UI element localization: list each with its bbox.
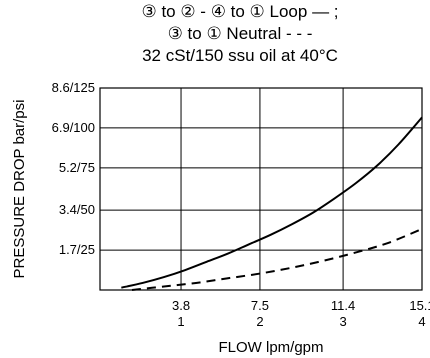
- chart-title-line-3: 32 cSt/150 ssu oil at 40°C: [142, 46, 338, 65]
- x-tick-label-lpm: 7.5: [251, 298, 269, 313]
- y-tick-label: 1.7/25: [59, 242, 95, 257]
- y-tick-labels: 1.7/25 3.4/50 5.2/75 6.9/100 8.6/125: [52, 80, 95, 257]
- x-tick-label-gpm: 4: [418, 314, 425, 329]
- grid-layer: [100, 87, 422, 290]
- x-axis-title: FLOW lpm/gpm: [218, 339, 323, 356]
- loop-series-line: [121, 116, 423, 289]
- y-tick-label: 8.6/125: [52, 80, 95, 95]
- x-tick-label-lpm: 11.4: [331, 298, 355, 313]
- plot-area-frame: [99, 87, 423, 291]
- x-tick-label-gpm: 2: [256, 314, 263, 329]
- x-tick-label-lpm: 15.1: [409, 298, 430, 313]
- neutral-series-line: [131, 228, 423, 291]
- x-tick-label-gpm: 1: [177, 314, 184, 329]
- y-axis-title: PRESSURE DROP bar/psi: [11, 100, 28, 279]
- chart-title-line-1: ③ to ② - ④ to ① Loop — ;: [141, 2, 339, 21]
- x-tick-labels: 3.81 7.52 11.43 15.14: [172, 298, 430, 329]
- y-tick-label: 6.9/100: [52, 120, 95, 135]
- chart-title-line-2: ③ to ① Neutral - - -: [167, 24, 313, 43]
- series-layer: [121, 116, 423, 291]
- y-tick-label: 3.4/50: [59, 202, 95, 217]
- x-tick-label-gpm: 3: [339, 314, 346, 329]
- y-tick-label: 5.2/75: [59, 160, 95, 175]
- x-tick-label-lpm: 3.8: [172, 298, 190, 313]
